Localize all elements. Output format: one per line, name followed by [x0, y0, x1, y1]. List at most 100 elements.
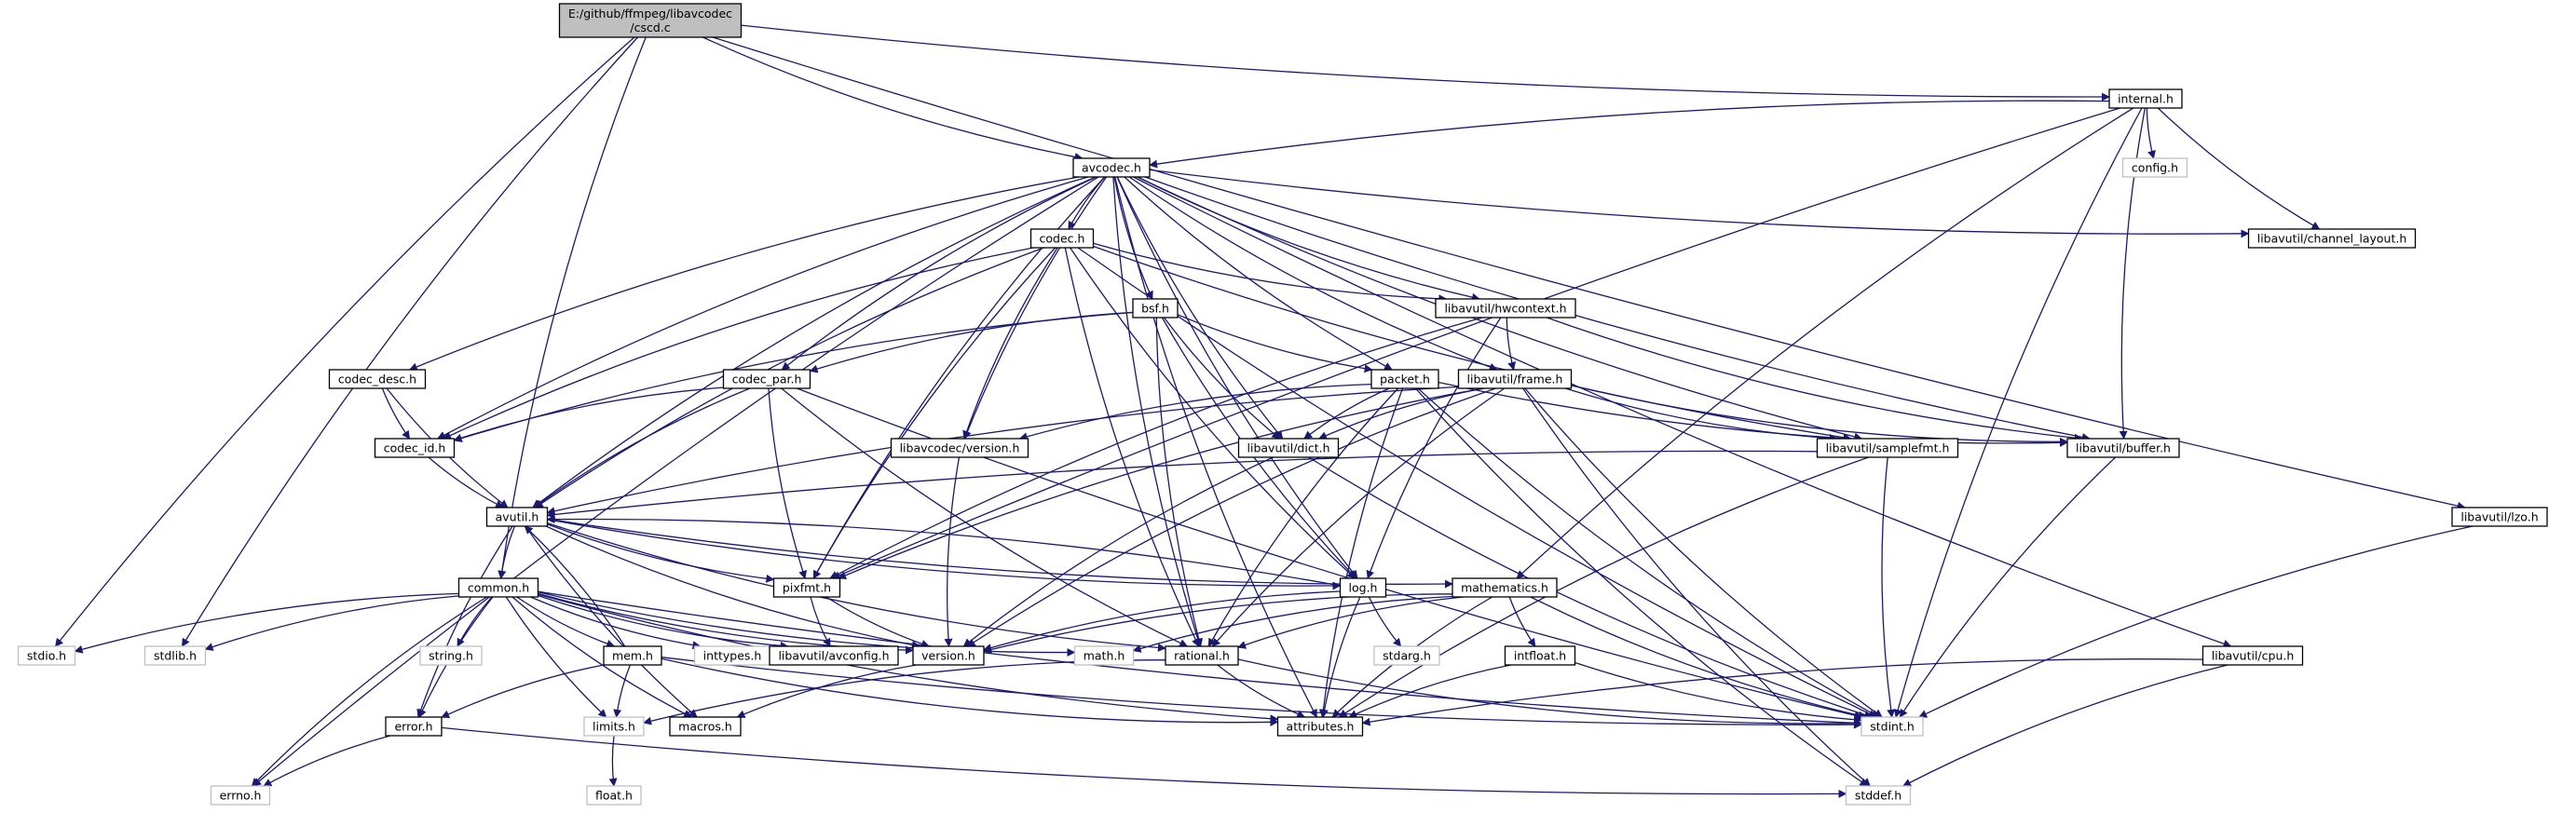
node-box [2201, 645, 2304, 666]
node-stddef-h: stddef.h [1845, 785, 1912, 806]
edge-frame-h-to-rational-h [1211, 387, 1506, 647]
node-packet-h[interactable]: packet.h [1370, 369, 1439, 389]
edge-avcodec-h-to-log-h [1116, 176, 1358, 579]
node-codec-id-h[interactable]: codec_id.h [374, 438, 456, 458]
edge-cscd-to-avcodec-h [702, 36, 1084, 161]
node-version-h[interactable]: version.h [912, 645, 985, 666]
edge-codec-h-to-hwcontext-h [1093, 242, 1448, 304]
node-label: libavutil/dict.h [1247, 441, 1330, 455]
node-label: inttypes.h [703, 649, 762, 663]
edge-avcodec-h-to-frame-h [1128, 176, 1498, 372]
node-intfloat-h[interactable]: intfloat.h [1504, 645, 1576, 666]
edge-samplefmt-h-to-avutil-h [546, 450, 1818, 519]
node-box [1504, 645, 1576, 666]
node-codec-h[interactable]: codec.h [1029, 228, 1095, 249]
node-macros-h[interactable]: macros.h [669, 716, 742, 737]
node-internal-h[interactable]: internal.h [2108, 88, 2183, 109]
node-pixfmt-h[interactable]: pixfmt.h [772, 577, 841, 598]
node-box [1816, 438, 1959, 458]
edge-intfloat-h-to-stdint-h [1574, 661, 1862, 725]
edge-bsf-h-to-codec-par-h [809, 311, 1134, 373]
node-frame-h[interactable]: libavutil/frame.h [1457, 369, 1573, 389]
node-limits-h: limits.h [583, 716, 645, 737]
node-avutil-h[interactable]: avutil.h [485, 507, 549, 527]
node-error-h[interactable]: error.h [385, 716, 443, 737]
node-box [374, 438, 456, 458]
edge-avcodec-h-to-hwcontext-h [1137, 176, 1480, 302]
node-label: avutil.h [496, 510, 539, 524]
node-lzo-h[interactable]: libavutil/lzo.h [2451, 507, 2548, 527]
node-codec-desc-h[interactable]: codec_desc.h [328, 369, 427, 389]
node-label: rational.h [1174, 649, 1230, 663]
node-box [1165, 645, 1239, 666]
edge-avcodec-h-to-avutil-h [532, 176, 1097, 508]
edge-avcodec-h-to-buffer-h [1144, 176, 2091, 441]
edge-error-h-to-stddef-h [441, 726, 1847, 798]
edge-codec-par-h-to-codec-id-h [453, 386, 724, 442]
node-label: libavutil/channel_layout.h [2257, 232, 2407, 246]
node-cscd[interactable]: E:/github/ffmpeg/libavcodec/cscd.c [558, 3, 743, 38]
node-stdarg-h: stdarg.h [1373, 645, 1440, 666]
edge-internal-h-to-pixfmt-h [831, 107, 2120, 579]
node-mathematics-h[interactable]: mathematics.h [1452, 577, 1558, 598]
node-box [772, 577, 841, 598]
node-box [1452, 577, 1558, 598]
edge-mem-h-to-limits-h [613, 664, 632, 718]
node-cpu-h[interactable]: libavutil/cpu.h [2201, 645, 2304, 666]
edge-internal-h-to-avcodec-h [1149, 100, 2110, 169]
node-box [485, 507, 549, 527]
edge-dict-h-to-version-h [962, 456, 1274, 647]
node-math-h: math.h [1073, 645, 1135, 666]
node-box [328, 369, 427, 389]
edge-avutil-h-to-common-h [497, 525, 516, 579]
node-box [583, 716, 645, 737]
node-codec-par-h[interactable]: codec_par.h [722, 369, 811, 389]
edge-codec-h-to-rational-h [1064, 247, 1200, 647]
edge-avcodec-h-to-cpu-h [1133, 176, 2232, 648]
edge-bsf-h-to-dict-h [1163, 317, 1281, 440]
node-label: pixfmt.h [783, 581, 831, 595]
node-label: config.h [2132, 161, 2178, 175]
edge-codec-h-to-samplefmt-h [1093, 245, 1852, 442]
edge-common-h-to-macros-h [511, 596, 692, 718]
node-buffer-h[interactable]: libavutil/buffer.h [2066, 438, 2180, 458]
edge-avutil-h-to-error-h [416, 525, 513, 718]
edge-mem-h-to-stdint-h [661, 657, 1862, 729]
node-dict-h[interactable]: libavutil/dict.h [1237, 438, 1340, 458]
node-box [890, 438, 1029, 458]
node-label: packet.h [1380, 373, 1430, 386]
node-box [912, 645, 985, 666]
node-mem-h[interactable]: mem.h [603, 645, 662, 666]
node-box [2066, 438, 2180, 458]
node-label: codec_par.h [732, 373, 802, 386]
node-label: errno.h [220, 789, 262, 803]
edge-cscd-to-internal-h [741, 24, 2110, 102]
edge-codec-h-to-log-h [1070, 247, 1356, 579]
node-avcodec-h[interactable]: avcodec.h [1072, 157, 1151, 178]
node-label: libavutil/lzo.h [2460, 510, 2538, 524]
edge-rational-h-to-limits-h [643, 659, 1166, 725]
node-channel-layout-h[interactable]: libavutil/channel_layout.h [2247, 228, 2417, 249]
node-box [1339, 577, 1387, 598]
node-common-h[interactable]: common.h [457, 577, 539, 598]
node-avconfig-h[interactable]: libavutil/avconfig.h [769, 645, 899, 666]
node-string-h: string.h [419, 645, 483, 666]
node-rational-h[interactable]: rational.h [1165, 645, 1239, 666]
node-label: stddef.h [1855, 789, 1901, 803]
edge-codec-h-to-avutil-h [534, 247, 1044, 508]
edge-cscd-to-lzo-h [712, 36, 2466, 510]
node-label: /cscd.c [630, 20, 670, 34]
edge-common-h-to-inttypes-h [530, 596, 702, 650]
node-lavc-version-h[interactable]: libavcodec/version.h [890, 438, 1029, 458]
node-label: E:/github/ffmpeg/libavcodec [568, 7, 732, 20]
edge-codec-par-h-to-pixfmt-h [768, 387, 807, 579]
node-samplefmt-h[interactable]: libavutil/samplefmt.h [1816, 438, 1959, 458]
node-hwcontext-h[interactable]: libavutil/hwcontext.h [1435, 298, 1576, 318]
node-log-h[interactable]: log.h [1339, 577, 1387, 598]
node-bsf-h[interactable]: bsf.h [1132, 298, 1179, 318]
edge-packet-h-to-lavc-version-h [1018, 383, 1372, 441]
node-attributes-h[interactable]: attributes.h [1276, 716, 1364, 737]
edge-common-h-to-errno-h [251, 596, 487, 787]
edge-avcodec-h-to-errno-h [252, 176, 1099, 787]
edge-avutil-h-to-log-h [547, 519, 1342, 590]
